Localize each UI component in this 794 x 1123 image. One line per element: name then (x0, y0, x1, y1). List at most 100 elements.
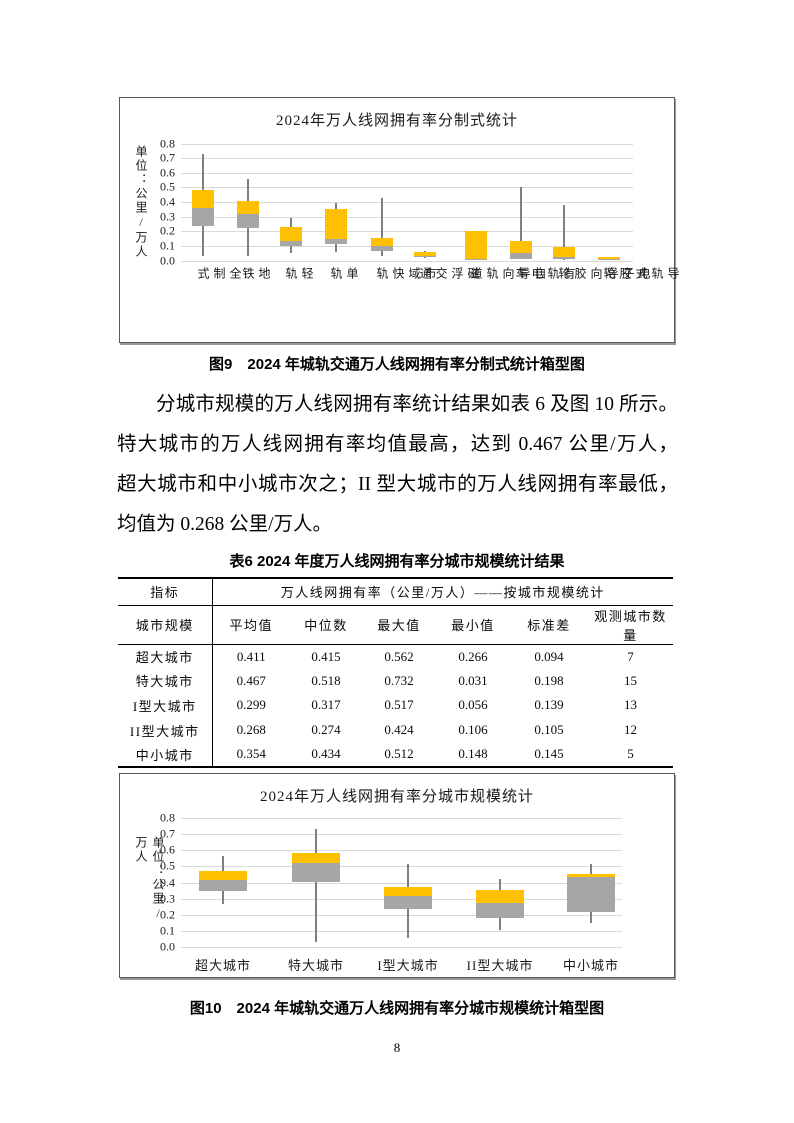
table-cell: 0.512 (384, 746, 414, 762)
page-number: 8 (393, 1040, 401, 1055)
gridline (181, 914, 622, 916)
y-tick-label: 0.0 (160, 939, 175, 954)
box-lower-q1-median (371, 245, 393, 251)
box-lower-q1-median (384, 895, 432, 910)
gridline (181, 158, 633, 160)
box-lower-q1-median (598, 258, 620, 260)
table-row-label: 超大城市 (118, 644, 213, 669)
box-upper-median-q3 (280, 226, 302, 242)
table-cell: 0.274 (311, 722, 341, 738)
box-upper-median-q3 (476, 889, 524, 904)
box-lower-q1-median (292, 863, 340, 882)
table-cell: 0.148 (458, 746, 488, 762)
box-upper-median-q3 (292, 852, 340, 864)
figure10-caption: 图10 2024 年城轨交通万人线网拥有率分城市规模统计箱型图 (189, 1000, 605, 1017)
table-cell: 0.094 (534, 648, 564, 664)
x-category-label: I型大城市 (377, 958, 439, 973)
chart-title: 2024年万人线网拥有率分城市规模统计 (259, 789, 534, 805)
table-column-header: 城市规模 (118, 605, 213, 645)
y-axis-label: 单位：公里/万人 (134, 145, 148, 259)
table-cell: 12 (624, 722, 638, 738)
y-tick-label: 0.0 (160, 253, 175, 267)
x-category-label: 有轨电车 (514, 266, 576, 280)
table6-title: 表6 2024 年度万人线网拥有率分城市规模统计结果 (229, 553, 565, 570)
x-category-label: 单轨 (329, 266, 359, 280)
paragraph-line: 超大城市和中小城市次之；II 型大城市的万人线网拥有率最低， (117, 474, 678, 495)
table-cell: 0.056 (458, 697, 488, 713)
box-lower-q1-median (476, 903, 524, 918)
x-category-label: 全制式 (196, 266, 242, 280)
gridline (181, 850, 622, 852)
box-lower-q1-median (199, 880, 247, 891)
box-lower-q1-median (553, 256, 575, 260)
x-category-label: 特大城市 (287, 958, 344, 973)
table-cell: 0.732 (384, 672, 414, 688)
whisker (381, 197, 383, 257)
table-cell: 0.268 (236, 722, 266, 738)
box-upper-median-q3 (371, 237, 393, 246)
table-cell: 0.424 (384, 722, 414, 738)
table-cell: 0.434 (311, 746, 341, 762)
x-category-label: 导轨式胶轮 (602, 266, 680, 280)
box-upper-median-q3 (384, 887, 432, 896)
y-tick-label: 0.4 (160, 194, 175, 209)
table-cell: 15 (624, 672, 638, 688)
table-row-label: I型大城市 (118, 693, 213, 718)
y-tick-label: 0.5 (160, 179, 175, 194)
box-lower-q1-median (465, 258, 487, 260)
table-cell: 0.317 (311, 697, 341, 713)
box-upper-median-q3 (598, 256, 620, 259)
gridline (181, 834, 622, 836)
table6: 指标 万人线网拥有率（公里/万人）——按城市规模统计 城市规模 平均值 中位数 最大值 最小… (118, 577, 674, 768)
table-cell: 5 (627, 746, 634, 762)
table-cell: 13 (624, 697, 638, 713)
gridline (181, 143, 633, 145)
table-cell: 0.145 (534, 746, 564, 762)
box-upper-median-q3 (192, 190, 214, 208)
box-upper-median-q3 (237, 200, 259, 214)
y-tick-label: 0.3 (160, 891, 175, 906)
box-upper-median-q3 (553, 246, 575, 257)
table-cell: 0.415 (311, 648, 341, 664)
gridline (181, 231, 633, 233)
table-header-indicator: 指标 (118, 578, 213, 606)
table-header-measure: 万人线网拥有率（公里/万人）——按城市规模统计 (212, 578, 674, 606)
gridline (181, 260, 633, 262)
gridline (181, 187, 633, 189)
gridline (181, 818, 622, 819)
box-upper-median-q3 (465, 231, 487, 259)
y-tick-label: 0.1 (160, 238, 175, 253)
figure9-caption: 图9 2024 年城轨交通万人线网拥有率分制式统计箱型图 (209, 356, 585, 373)
gridline (181, 947, 622, 948)
box-upper-median-q3 (199, 871, 247, 881)
box-upper-median-q3 (567, 873, 615, 877)
x-category-label: 轻轨 (284, 266, 314, 280)
y-tick-label: 0.8 (160, 810, 175, 825)
y-tick-label: 0.1 (160, 923, 175, 938)
x-category-label: 电子导向胶轮 (557, 266, 651, 280)
x-category-label: 地铁 (241, 266, 271, 280)
table-cell: 0.139 (534, 697, 564, 713)
table-cell: 7 (627, 648, 634, 664)
table-cell: 0.562 (384, 648, 414, 664)
box-upper-median-q3 (414, 252, 436, 256)
table-cell: 0.467 (236, 672, 266, 688)
table-column-header: 中位数 (290, 605, 362, 645)
whisker (315, 828, 317, 942)
box-lower-q1-median (510, 253, 532, 259)
y-tick-label: 0.7 (160, 826, 175, 841)
statistics-table: 指标 万人线网拥有率（公里/万人）——按城市规模统计 城市规模 平均值 中位数 最大值 最小… (118, 577, 674, 768)
y-tick-label: 0.2 (160, 223, 175, 238)
box-lower-q1-median (414, 255, 436, 258)
y-tick-label: 0.2 (160, 907, 175, 922)
y-tick-label: 0.7 (160, 150, 175, 165)
y-axis-label: 单位：公里/万人 (134, 835, 165, 922)
plot-area: 0.8 0.7 0.6 0.5 0.4 0.3 0.2 0.1 0.0 超大城市 特大城市 I型大城市… (160, 811, 622, 973)
gridline (181, 866, 622, 868)
body-paragraph: 分城市规模的万人线网拥有率统计结果如表 6 及图 10 所示。 特大城市的万人线… (117, 385, 678, 545)
box-lower-q1-median (237, 213, 259, 229)
x-category-label: 中小城市 (562, 958, 619, 973)
table-row-label: 中小城市 (118, 742, 213, 767)
y-tick-label: 0.4 (160, 875, 175, 889)
